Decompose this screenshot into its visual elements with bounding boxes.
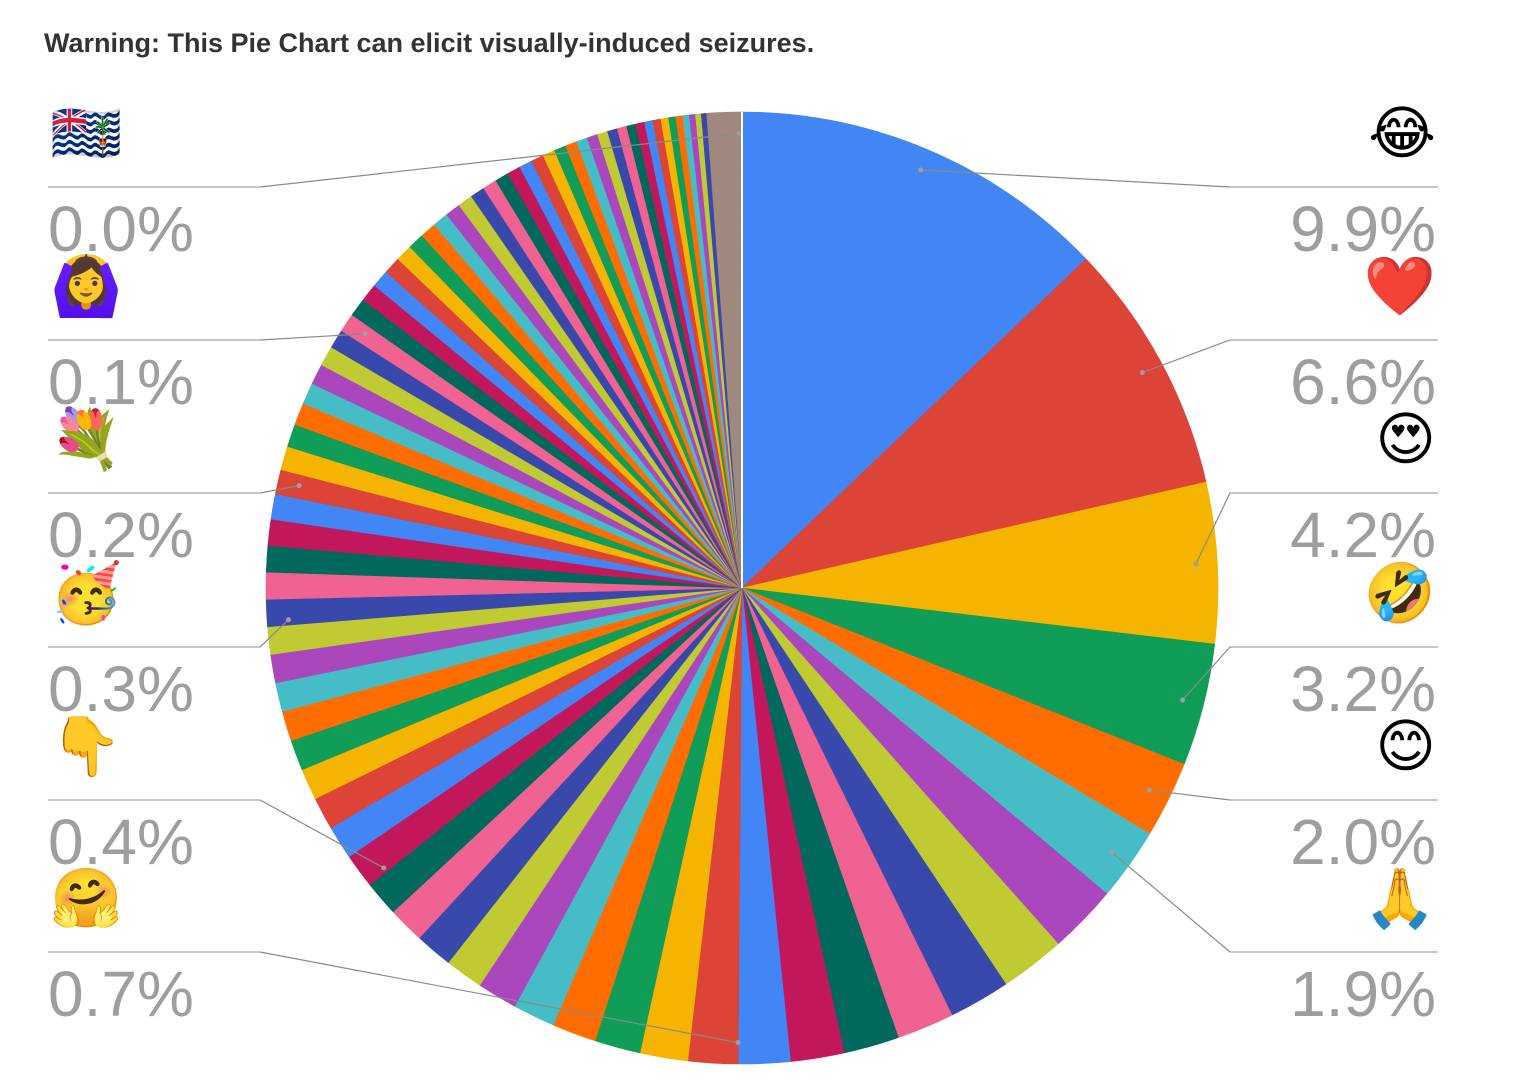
callout-anchor-dot (1109, 849, 1115, 855)
callout-left-3: 💐 0.2% (48, 404, 302, 571)
callout-right-4: 🤣 3.2% (1180, 559, 1438, 725)
callout-emoji-label: 🤗 (50, 864, 122, 932)
callouts: 😂 9.9%❤️ 6.6%😍 4.2%🤣 3.2%😊 2.0%🙏 1.9% 🇮🇴 0.0%🙆‍♀… (48, 99, 1438, 1046)
pie-slice-1 (741, 111, 1087, 589)
callout-anchor-dot (296, 483, 302, 489)
callout-percent-label: 0.0% (48, 193, 194, 265)
callout-left-1: 🇮🇴 0.0% (48, 99, 742, 265)
callout-emoji-label: 🙆‍♀️ (50, 252, 122, 320)
callout-emoji-label: 😂 (1368, 99, 1436, 167)
callout-anchor-dot (1139, 370, 1145, 376)
callout-anchor-dot (286, 617, 291, 623)
callout-percent-label: 0.7% (48, 958, 194, 1030)
callout-anchor-dot (381, 865, 387, 871)
callout-emoji-label: ❤️ (1364, 252, 1437, 320)
callout-percent-label: 9.9% (1290, 193, 1436, 265)
callout-anchor-dot (736, 130, 742, 136)
pie-slice-2 (741, 258, 1207, 589)
callout-left-2: 🙆‍♀️ 0.1% (48, 252, 368, 418)
callout-left-6: 🤗 0.7% (48, 864, 741, 1046)
callout-emoji-label: 🥳 (50, 558, 122, 627)
callout-percent-label: 0.3% (48, 653, 194, 725)
callout-right-3: 😍 4.2% (1193, 405, 1438, 571)
callout-percent-label: 2.0% (1290, 806, 1436, 878)
callout-anchor-dot (362, 331, 368, 337)
callout-emoji-label: 💐 (50, 404, 122, 474)
callout-percent-label: 6.6% (1290, 346, 1436, 418)
callout-right-1: 😂 9.9% (918, 99, 1438, 265)
callout-right-5: 😊 2.0% (1146, 712, 1438, 878)
callout-right-2: ❤️ 6.6% (1139, 252, 1438, 418)
callout-right-6: 🙏 1.9% (1109, 849, 1438, 1030)
pie-slice-3 (741, 481, 1219, 645)
callout-leader-line (1149, 789, 1438, 801)
callout-emoji-label: 😊 (1376, 712, 1436, 780)
callout-left-5: 👇 0.4% (48, 712, 387, 878)
callout-anchor-dot (1180, 697, 1186, 703)
callout-percent-label: 1.9% (1290, 958, 1436, 1030)
pie-slices (265, 111, 1219, 1065)
callout-anchor-dot (1146, 787, 1152, 793)
callout-leader-line (920, 169, 1438, 188)
callout-anchor-dot (1193, 561, 1199, 567)
callout-emoji-label: 🤣 (1362, 559, 1436, 630)
callout-percent-label: 0.2% (48, 499, 194, 571)
callout-percent-label: 3.2% (1290, 653, 1436, 725)
callout-leader-line (48, 333, 366, 341)
callout-percent-label: 4.2% (1290, 499, 1436, 571)
callout-percent-label: 0.1% (48, 346, 194, 418)
callout-emoji-label: 😍 (1376, 405, 1436, 473)
callout-percent-label: 0.4% (48, 806, 194, 878)
callout-anchor-dot (918, 167, 924, 173)
callout-left-4: 🥳 0.3% (48, 558, 291, 725)
callout-leader-line (48, 485, 300, 494)
callout-emoji-label: 🇮🇴 (50, 99, 122, 167)
callout-emoji-label: 🙏 (1364, 864, 1436, 932)
page-title: Warning: This Pie Chart can elicit visua… (44, 28, 815, 58)
callout-emoji-label: 👇 (50, 712, 122, 781)
callout-anchor-dot (735, 1040, 741, 1046)
